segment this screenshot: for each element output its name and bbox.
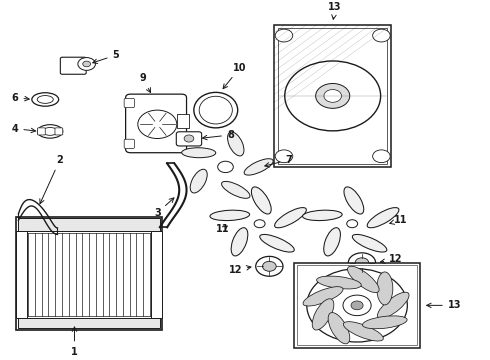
Ellipse shape: [221, 181, 250, 198]
FancyBboxPatch shape: [124, 98, 134, 108]
Circle shape: [138, 110, 177, 139]
Circle shape: [263, 261, 276, 271]
Text: 12: 12: [228, 265, 251, 275]
Ellipse shape: [199, 96, 232, 124]
Ellipse shape: [302, 210, 342, 221]
Text: 2: 2: [40, 155, 63, 204]
Ellipse shape: [274, 208, 306, 228]
Circle shape: [184, 135, 194, 142]
Ellipse shape: [260, 234, 294, 252]
FancyBboxPatch shape: [274, 25, 391, 167]
Circle shape: [78, 58, 96, 70]
Ellipse shape: [182, 148, 216, 158]
FancyBboxPatch shape: [16, 217, 162, 330]
FancyBboxPatch shape: [294, 263, 420, 348]
Ellipse shape: [251, 187, 271, 214]
FancyBboxPatch shape: [19, 219, 160, 231]
Ellipse shape: [363, 316, 407, 329]
Text: 11: 11: [216, 224, 230, 234]
Circle shape: [373, 150, 390, 163]
Ellipse shape: [328, 312, 350, 344]
Ellipse shape: [231, 228, 248, 256]
FancyBboxPatch shape: [19, 318, 160, 328]
Ellipse shape: [37, 95, 53, 103]
Ellipse shape: [42, 127, 58, 135]
Text: 12: 12: [380, 254, 403, 264]
Text: 11: 11: [390, 215, 408, 225]
Ellipse shape: [352, 234, 387, 252]
FancyBboxPatch shape: [177, 114, 189, 128]
Circle shape: [83, 61, 91, 67]
Ellipse shape: [343, 321, 383, 341]
Circle shape: [324, 90, 342, 102]
FancyBboxPatch shape: [176, 132, 202, 146]
Ellipse shape: [377, 272, 393, 305]
FancyBboxPatch shape: [151, 231, 162, 318]
Text: 7: 7: [265, 155, 292, 167]
FancyBboxPatch shape: [125, 94, 187, 153]
Circle shape: [307, 269, 407, 342]
Circle shape: [218, 161, 233, 172]
Text: 3: 3: [154, 198, 174, 218]
FancyBboxPatch shape: [278, 28, 387, 164]
Ellipse shape: [37, 125, 63, 138]
Ellipse shape: [324, 228, 341, 256]
Circle shape: [275, 29, 293, 42]
Circle shape: [316, 84, 350, 108]
Circle shape: [285, 61, 381, 131]
FancyBboxPatch shape: [297, 265, 417, 346]
FancyBboxPatch shape: [37, 128, 45, 135]
Ellipse shape: [344, 187, 364, 214]
Ellipse shape: [244, 159, 273, 175]
Circle shape: [373, 29, 390, 42]
Ellipse shape: [227, 132, 244, 156]
Circle shape: [348, 253, 375, 273]
Ellipse shape: [190, 169, 207, 193]
Text: 13: 13: [328, 2, 342, 19]
Text: 6: 6: [12, 93, 29, 103]
Circle shape: [256, 256, 283, 276]
FancyBboxPatch shape: [124, 139, 134, 148]
Circle shape: [275, 150, 293, 163]
Text: 8: 8: [202, 130, 234, 140]
Ellipse shape: [32, 93, 59, 106]
Ellipse shape: [194, 93, 238, 128]
Ellipse shape: [347, 266, 379, 293]
Text: 10: 10: [223, 63, 247, 89]
Text: 1: 1: [71, 327, 78, 356]
Ellipse shape: [317, 276, 361, 289]
Ellipse shape: [312, 299, 334, 330]
Circle shape: [347, 220, 358, 228]
Ellipse shape: [377, 292, 409, 319]
Text: 5: 5: [93, 50, 119, 63]
FancyBboxPatch shape: [60, 57, 86, 74]
Text: 13: 13: [427, 300, 461, 310]
FancyBboxPatch shape: [55, 128, 63, 135]
Circle shape: [351, 301, 363, 310]
FancyBboxPatch shape: [16, 231, 27, 318]
Text: 4: 4: [12, 123, 36, 134]
Circle shape: [355, 258, 369, 268]
Ellipse shape: [367, 208, 399, 228]
Circle shape: [254, 220, 265, 228]
Ellipse shape: [303, 287, 343, 306]
Circle shape: [343, 295, 371, 316]
Ellipse shape: [210, 210, 249, 221]
Text: 9: 9: [139, 73, 150, 93]
